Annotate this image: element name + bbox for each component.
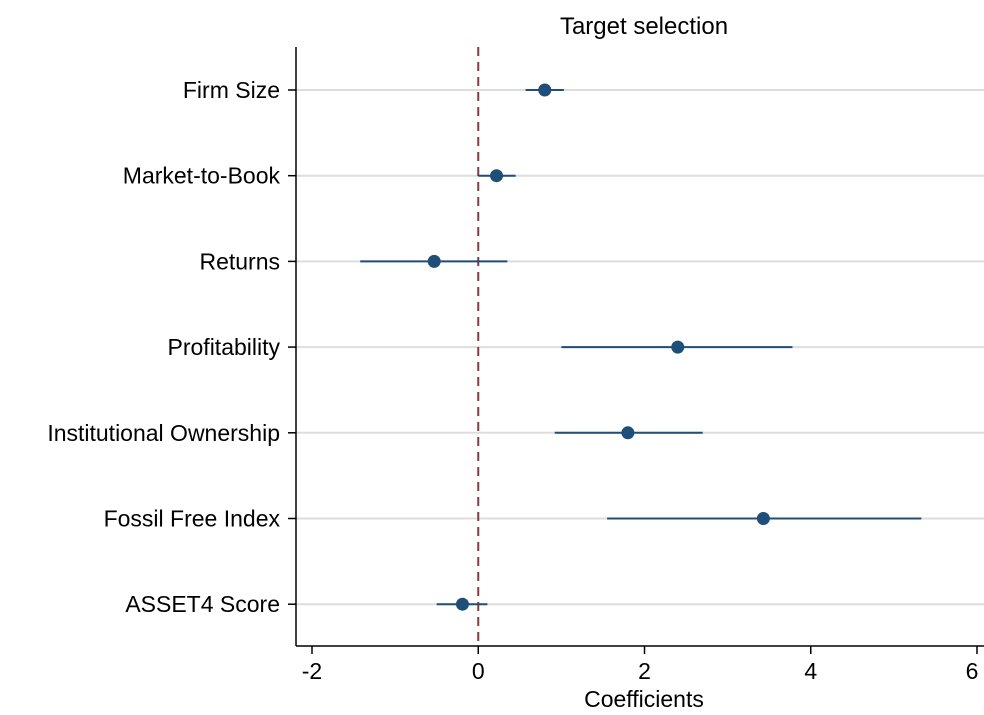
x-tick-label: 2 (638, 658, 651, 684)
category-label: Returns (199, 248, 280, 274)
category-label: Institutional Ownership (47, 420, 280, 446)
x-tick-label: 6 (966, 658, 979, 684)
coefficient-point (621, 426, 635, 440)
category-label: Firm Size (183, 77, 280, 103)
coefficient-point (455, 597, 469, 611)
coefficient-point (756, 512, 770, 525)
category-label: ASSET4 Score (125, 591, 280, 617)
coefficient-point (490, 169, 504, 183)
coefficient-point (671, 340, 685, 354)
chart-title: Target selection (560, 13, 728, 40)
x-tick-label: 4 (804, 658, 817, 684)
category-label: Market-to-Book (123, 163, 281, 189)
x-tick-label: -2 (302, 658, 322, 684)
coefficient-point (427, 254, 441, 268)
x-ticks: -2 0 2 4 6 (302, 646, 979, 684)
x-tick-label: 0 (472, 658, 485, 684)
category-label: Fossil Free Index (104, 506, 281, 532)
category-label: Profitability (168, 334, 281, 360)
category-labels: Firm Size Market-to-Book Returns Profitabil… (47, 77, 296, 617)
coefficient-points (427, 83, 770, 611)
coefficient-point (538, 83, 552, 97)
x-axis-title: Coefficients (584, 686, 704, 712)
